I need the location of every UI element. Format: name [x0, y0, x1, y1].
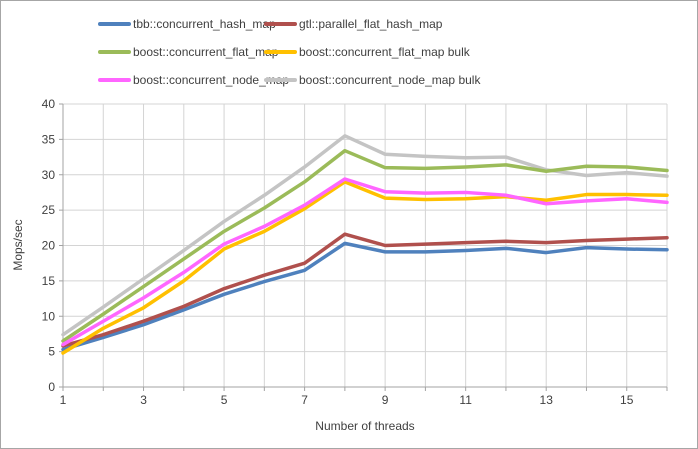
y-tick-label: 40	[42, 97, 56, 111]
legend-marker-line	[98, 50, 131, 54]
x-tick-label: 9	[382, 393, 389, 407]
legend-item-boost-concurrent-node-map: boost::concurrent_node_map	[98, 74, 289, 86]
series-line-2	[61, 148, 669, 343]
legend-item-boost-concurrent-node-map-bulk: boost::concurrent_node_map bulk	[264, 74, 480, 86]
legend-item-boost-concurrent-flat-map-bulk: boost::concurrent_flat_map bulk	[264, 46, 480, 58]
x-tick-label: 7	[301, 393, 308, 407]
x-tick-label: 3	[140, 393, 147, 407]
legend-label: tbb::concurrent_hash_map	[133, 17, 276, 31]
legend-item-gtl-parallel-flat-hash-map: gtl::parallel_flat_hash_map	[264, 18, 480, 30]
x-tick-label: 5	[221, 393, 228, 407]
y-axis-title: Mops/sec	[11, 219, 25, 271]
y-tick-label: 10	[42, 309, 56, 323]
series-line-3	[61, 180, 669, 355]
series-line-4	[61, 177, 669, 347]
series-line-5	[61, 134, 669, 337]
legend-marker-line	[98, 22, 131, 26]
x-tick-label: 11	[459, 393, 472, 407]
legend-label: gtl::parallel_flat_hash_map	[299, 17, 443, 31]
legend-item-boost-concurrent-flat-map: boost::concurrent_flat_map	[98, 46, 278, 58]
legend-marker-line	[264, 50, 297, 54]
legend-label: boost::concurrent_node_map bulk	[299, 73, 481, 87]
x-tick-label: 13	[540, 393, 554, 407]
y-tick-label: 15	[42, 274, 56, 288]
legend-marker-line	[264, 22, 297, 26]
legend-marker-line	[98, 78, 131, 82]
y-tick-label: 0	[48, 380, 55, 394]
legend-label: boost::concurrent_flat_map	[133, 45, 279, 59]
legend-label: boost::concurrent_flat_map bulk	[299, 45, 470, 59]
legend-item-tbb-concurrent-hash-map: tbb::concurrent_hash_map	[98, 18, 276, 30]
x-axis-title: Number of threads	[315, 419, 415, 433]
x-tick-label: 1	[60, 393, 67, 407]
y-tick-label: 5	[48, 345, 55, 359]
legend-marker-line	[264, 78, 297, 82]
y-tick-label: 35	[42, 132, 56, 146]
series-line-1	[61, 232, 669, 348]
legend-label: boost::concurrent_node_map	[133, 73, 290, 87]
y-tick-label: 20	[42, 239, 56, 253]
y-tick-label: 25	[42, 203, 56, 217]
series-line-0	[61, 241, 669, 352]
y-tick-label: 30	[42, 168, 56, 182]
x-tick-label: 15	[620, 393, 634, 407]
chart-legend: tbb::concurrent_hash_map gtl::parallel_f…	[98, 10, 480, 94]
